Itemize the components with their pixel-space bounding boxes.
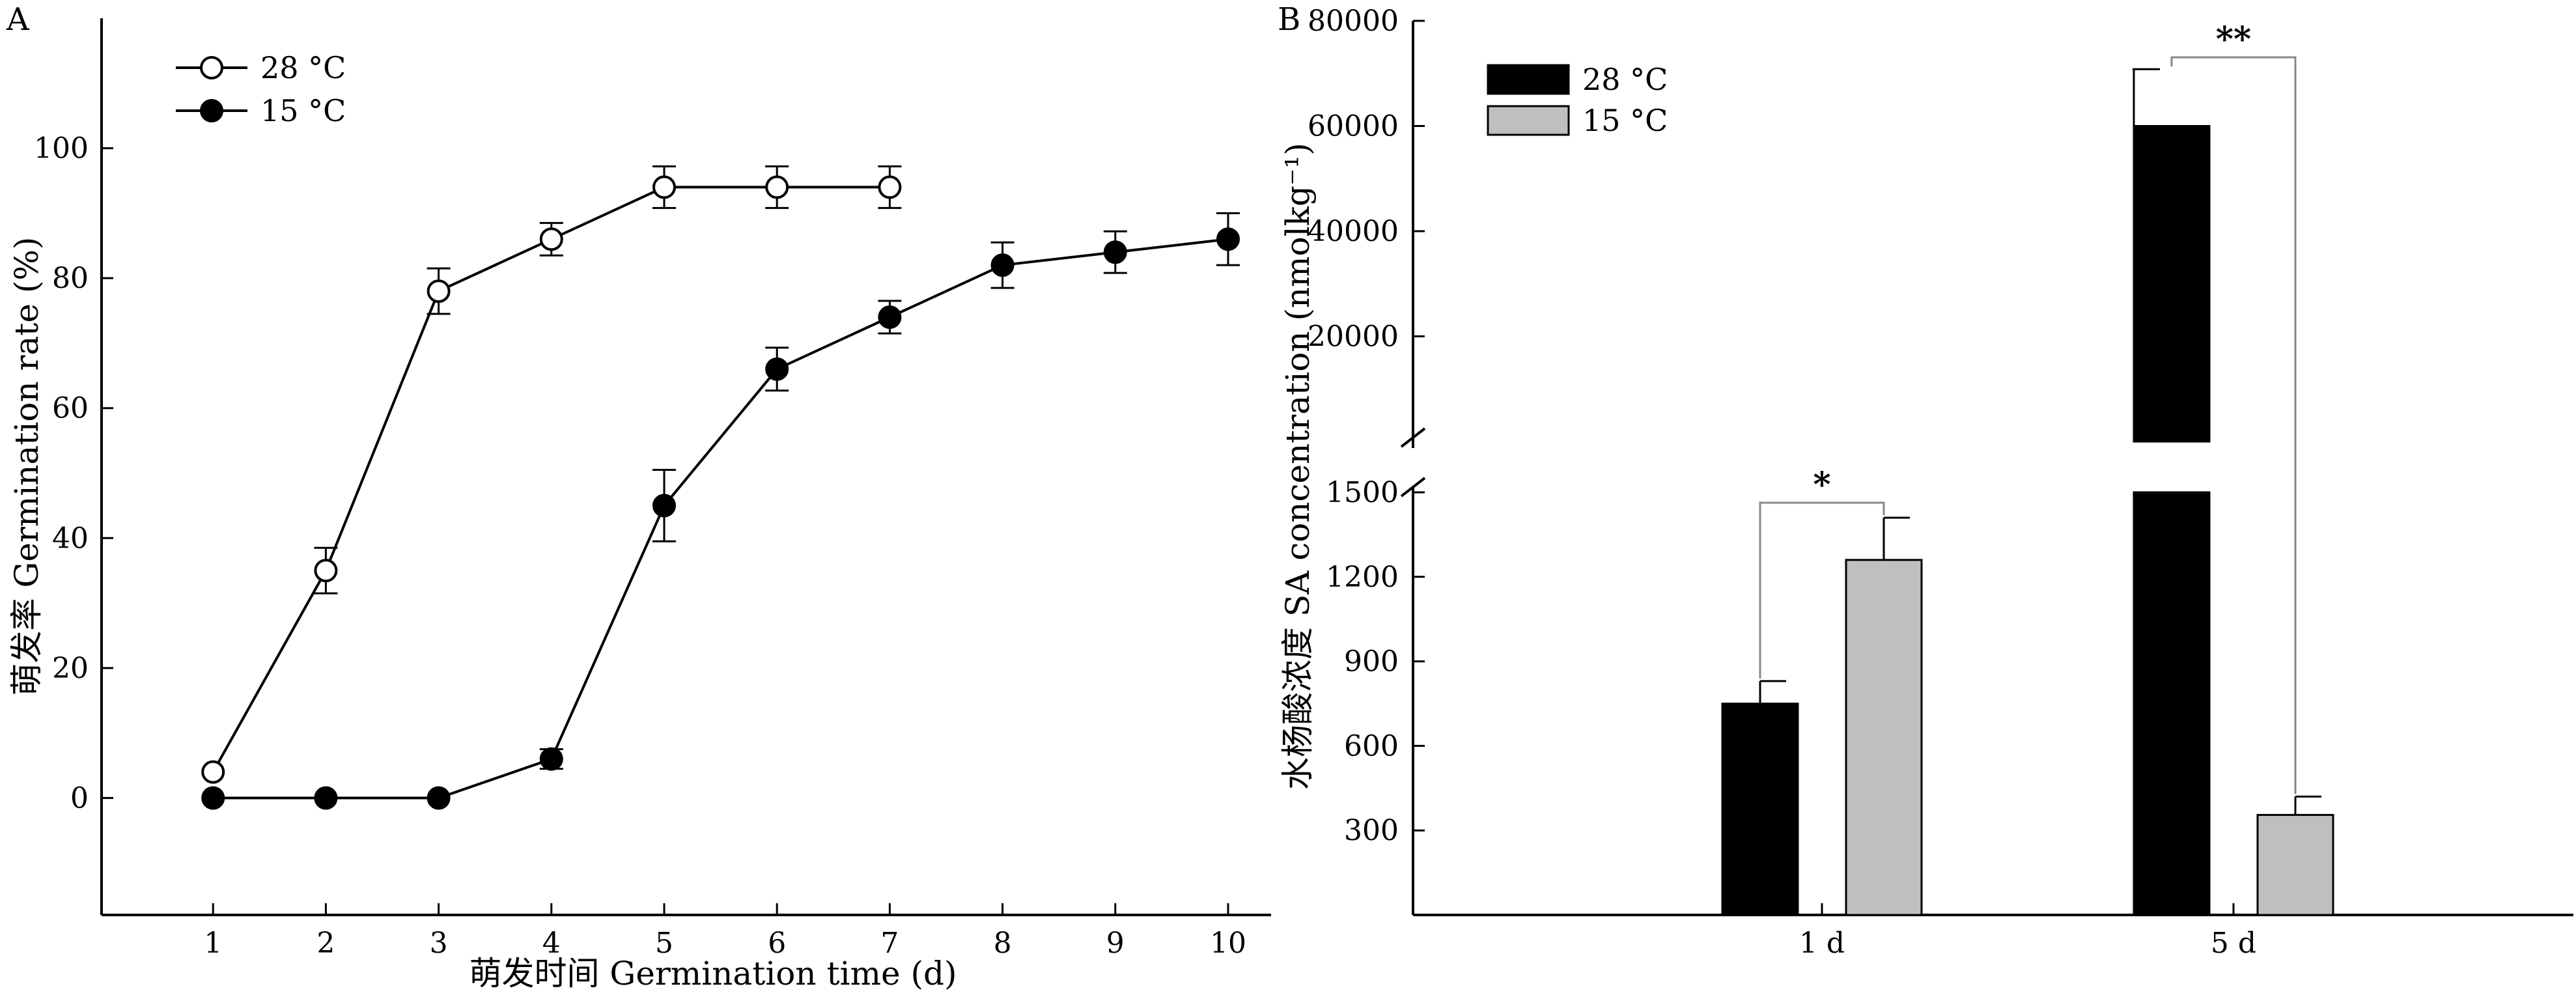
panel-a-y-tick-label: 0 (70, 781, 89, 815)
panel-b-y-tick-label: 80000 (1308, 5, 1399, 38)
bar-15c-5d (2256, 813, 2334, 916)
panel-a-data-point (878, 175, 902, 199)
significance-bracket-1d (1759, 501, 1885, 679)
panel-a-series-line (213, 238, 1229, 800)
bar-28c-1d (1721, 703, 1799, 916)
panel-a-series-28c (201, 165, 902, 784)
panel-a-data-point (765, 175, 789, 199)
panel-a-x-tick-label: 5 (655, 927, 673, 960)
panel-a-data-point (314, 786, 338, 810)
panel-a-x-tick-label: 9 (1106, 927, 1125, 960)
panel-a-y-tick-label: 20 (52, 652, 89, 685)
legend-swatch (1487, 105, 1570, 136)
panel-a-x-tick-label: 4 (542, 927, 561, 960)
panel-b-axis-break-mark (1400, 477, 1426, 498)
panel-b-axes (1400, 21, 2573, 916)
legend-marker (200, 56, 223, 79)
panel-b-y-tick-label: 20000 (1308, 320, 1399, 354)
panel-b-y-axis-title: 水杨酸浓度 SA concentration (nmolkg⁻¹) (1279, 143, 1317, 790)
panel-a-y-tick-label: 80 (52, 262, 89, 295)
panel-a-data-point (314, 559, 338, 583)
panel-a-letter: A (6, 1, 30, 38)
panel-a-data-point (427, 279, 451, 303)
panel-b-y-tick-label: 600 (1344, 729, 1399, 763)
legend-swatch (1487, 64, 1570, 95)
legend-label: 15 °C (1582, 103, 1668, 138)
panel-a-data-point (201, 786, 225, 810)
panel-a-data-point (765, 357, 789, 381)
panel-a-line-chart: A 1 2 3 4 5 6 7 8 9 10 0 20 40 60 80 100 萌发时间 Germinat… (6, 1, 1271, 992)
significance-label-5d: ** (2216, 20, 2251, 59)
panel-b-y-tick-label: 900 (1344, 645, 1399, 679)
panel-b-legend: 28 °C 15 °C (1487, 62, 1668, 138)
panel-a-data-point (1216, 227, 1240, 251)
legend-label: 28 °C (1582, 62, 1668, 97)
panel-b-x-tick-label: 1 d (1799, 927, 1845, 960)
significance-label-1d: * (1813, 465, 1830, 505)
panel-b-y-tick-label: 1500 (1326, 476, 1399, 509)
bar-15c-1d (1845, 559, 1923, 916)
panel-b-x-tick-label: 5 d (2211, 927, 2256, 960)
panel-a-x-axis-title: 萌发时间 Germination time (d) (469, 955, 957, 992)
panel-a-x-tick-label: 3 (430, 927, 448, 960)
panel-a-data-point (539, 747, 563, 771)
panel-b-y-tick-label: 300 (1344, 814, 1399, 847)
panel-a-x-tick-label: 1 (204, 927, 222, 960)
panel-a-x-tick-label: 10 (1210, 927, 1246, 960)
panel-a-data-point (652, 175, 676, 199)
panel-b-y-tick-label: 1200 (1326, 561, 1399, 594)
panel-b-bar-chart: B *** 3006009001200150020000400006000080… (1278, 1, 2573, 960)
legend-marker (200, 99, 223, 122)
panel-a-x-tick-label: 7 (880, 927, 899, 960)
panel-b-letter: B (1278, 1, 1300, 38)
panel-b-y-tick-label: 40000 (1308, 215, 1399, 248)
panel-a-data-point (990, 253, 1015, 277)
panel-b-y-tick-label: 60000 (1308, 110, 1399, 143)
panel-a-y-tick-label: 60 (52, 392, 89, 425)
panel-a-legend: 28 °C 15 °C (176, 50, 346, 128)
bar-28c-5d-lower (2133, 491, 2211, 916)
panel-b-axis-break-mark (1400, 427, 1426, 448)
panel-a-x-tick-label: 8 (994, 927, 1012, 960)
significance-bracket-5d (2170, 56, 2297, 794)
panel-a-y-axis-title: 萌发率 Germination rate (%) (8, 237, 46, 696)
panel-a-data-point (427, 786, 451, 810)
panel-a-data-point (878, 305, 902, 329)
panel-a-series-line (212, 186, 890, 773)
panel-a-x-tick-label: 2 (316, 927, 335, 960)
bar-28c-5d-upper (2133, 125, 2211, 443)
panel-a-data-point (1103, 240, 1127, 264)
panel-a-y-tick-label: 100 (34, 132, 89, 165)
panel-a-data-point (539, 227, 563, 251)
panel-a-data-point (201, 760, 225, 784)
panel-a-data-point (652, 494, 676, 518)
panel-a-x-tick-label: 6 (768, 927, 786, 960)
legend-label: 15 °C (260, 93, 346, 128)
legend-label: 28 °C (260, 50, 346, 85)
panel-a-y-tick-label: 40 (52, 522, 89, 555)
panel-a-series-15c (201, 212, 1240, 810)
